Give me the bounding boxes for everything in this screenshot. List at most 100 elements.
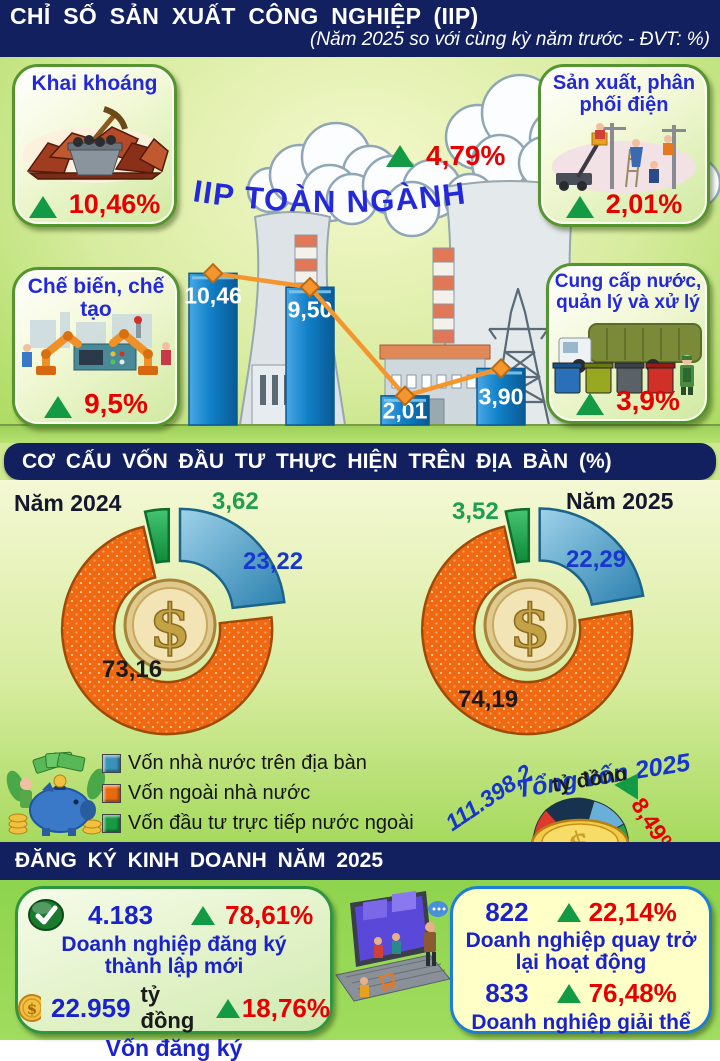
- business-section-title: ĐĂNG KÝ KINH DOANH NĂM 2025: [15, 849, 384, 872]
- new-business-card: 4.183 78,61% Doanh nghiệp đăng ký thành …: [15, 886, 333, 1060]
- trend-marker: [202, 262, 224, 284]
- growth-triangle-icon: [576, 393, 605, 415]
- top-header-bar: CHỈ SỐ SẢN XUẤT CÔNG NGHIỆP (IIP) (Năm 2…: [0, 0, 720, 57]
- sector-growth: 2,01%: [541, 191, 707, 218]
- sector-title: Khai khoáng: [31, 72, 158, 95]
- sector-growth-value: 9,5%: [84, 388, 148, 419]
- coin-icon: $: [18, 994, 41, 1023]
- trend-line: [212, 271, 502, 399]
- capital-section-header: CƠ CẤU VỐN ĐẦU TƯ THỰC HIỆN TRÊN ĐỊA BÀN…: [4, 443, 716, 480]
- donut-2025-nonstate-value: 74,19: [458, 686, 519, 713]
- dissolve-growth: 76,48%: [588, 978, 677, 1009]
- sector-card-electricity: Sản xuất, phân phối điện 2,01%: [538, 64, 710, 227]
- total-capital-pie: $: [530, 797, 630, 842]
- capital-section-title: CƠ CẤU VỐN ĐẦU TƯ THỰC HIỆN TRÊN ĐỊA BÀN…: [22, 449, 612, 473]
- donut-2024-fdi-value: 3,62: [212, 488, 259, 515]
- legend-item-fdi: Vốn đầu tư trực tiếp nước ngoài: [102, 812, 414, 835]
- growth-triangle-icon: [556, 984, 581, 1004]
- new-business-row: 4.183 78,61%: [18, 889, 330, 932]
- trend-marker: [490, 357, 512, 380]
- sector-growth-value: 3,9%: [616, 385, 680, 416]
- svg-text:$: $: [27, 1000, 37, 1018]
- return-label: Doanh nghiệp quay trở lại hoạt động: [465, 929, 697, 975]
- donut-2024-nonstate-value: 73,16: [102, 656, 163, 683]
- sector-growth: 9,5%: [15, 390, 177, 418]
- new-growth: 78,61%: [225, 899, 314, 930]
- legend-label: Vốn ngoài nhà nước: [128, 782, 311, 804]
- business-laptop-illustration: [335, 890, 451, 1002]
- svg-text:IIP TOÀN NGÀNH: IIP TOÀN NGÀNH: [191, 173, 469, 219]
- return-growth: 22,14%: [588, 897, 677, 927]
- sector-title: Chế biến, chế tạo: [27, 275, 165, 321]
- sector-card-manufacturing: Chế biến, chế tạo 9,5: [12, 267, 180, 427]
- donut-slice-1: [60, 525, 274, 736]
- bar-value-label: 9,50: [288, 296, 333, 322]
- capital-unit: tỷ đồng: [140, 982, 195, 1034]
- sector-growth-value: 10,46%: [68, 189, 161, 219]
- legend-swatch-blue: [102, 754, 121, 773]
- sector-title: Cung cấp nước, quản lý và xử lý …: [554, 271, 702, 334]
- waste-illustration: [552, 323, 702, 395]
- donut-slice-2: [143, 507, 170, 564]
- page-title: CHỈ SỐ SẢN XUẤT CÔNG NGHIỆP (IIP): [10, 3, 479, 29]
- year-2025-label: Năm 2025: [566, 488, 674, 514]
- dollar-coin: $: [483, 578, 577, 672]
- legend-item-nonstate: Vốn ngoài nhà nước: [102, 782, 414, 805]
- donut-2024-state-value: 23,22: [243, 548, 304, 575]
- capital-label: Vốn đăng ký: [105, 1035, 243, 1061]
- dollar-coin: $: [123, 578, 217, 672]
- return-count: 822: [485, 897, 529, 927]
- iip-section: 10,46 9,50 2,01 3,90 4,79% IIP TOÀN NGÀNH K…: [0, 57, 720, 443]
- legend-item-state: Vốn nhà nước trên địa bàn: [102, 752, 414, 775]
- registered-capital-row: $ 22.959 tỷ đồng 18,76%: [18, 978, 330, 1034]
- check-icon: [28, 899, 64, 931]
- page-subtitle: (Năm 2025 so với cùng kỳ năm trước - ĐVT…: [310, 29, 710, 50]
- sector-card-water: Cung cấp nước, quản lý và xử lý …: [546, 263, 710, 424]
- capital-value: 22.959: [51, 992, 131, 1023]
- donut-chart-2024: $: [60, 507, 286, 736]
- chimney: [432, 247, 455, 344]
- growth-triangle-icon: [565, 196, 594, 218]
- growth-triangle-icon: [556, 903, 581, 922]
- legend-swatch-green: [102, 814, 121, 833]
- growth-triangle-icon: [28, 196, 57, 218]
- donut-slice-0: [178, 507, 286, 610]
- business-status-card: 822 22,14% Doanh nghiệp quay trở lại hoạ…: [450, 886, 712, 1034]
- year-2024-label: Năm 2024: [14, 490, 122, 516]
- dissolved-row: 833 76,48%: [453, 974, 709, 1009]
- new-count: 4.183: [88, 899, 154, 930]
- bar: [188, 272, 238, 426]
- savings-illustration: [6, 751, 106, 836]
- mining-illustration: [22, 106, 169, 183]
- dissolve-count: 833: [485, 978, 529, 1009]
- donut-slice-2: [504, 507, 531, 564]
- sector-growth: 3,9%: [549, 387, 707, 415]
- growth-triangle-icon: [386, 145, 414, 167]
- donut-chart-2025: $: [420, 507, 645, 736]
- donut-2025-state-value: 22,29: [566, 546, 627, 573]
- growth-triangle-icon: [44, 396, 73, 418]
- bar-value-label: 10,46: [184, 282, 242, 308]
- donut-slice-0: [538, 507, 645, 606]
- returning-row: 822 22,14%: [453, 889, 709, 928]
- electricity-illustration: [552, 123, 696, 193]
- donut-2025-fdi-value: 3,52: [452, 498, 499, 525]
- sector-growth-value: 2,01%: [605, 189, 683, 219]
- ground: [0, 425, 720, 443]
- sector-title: Sản xuất, phân phối điện: [552, 72, 696, 116]
- overall-label: IIP TOÀN NGÀNH: [191, 173, 467, 219]
- manufacturing-illustration: [22, 312, 171, 375]
- svg-text:$: $: [149, 592, 191, 662]
- growth-triangle-icon: [191, 905, 216, 925]
- overall-growth-value: 4,79%: [426, 140, 506, 171]
- sector-growth: 10,46%: [15, 191, 174, 218]
- dissolve-label: Doanh nghiệp giải thể: [471, 1011, 691, 1035]
- business-section-header: ĐĂNG KÝ KINH DOANH NĂM 2025: [0, 842, 720, 880]
- overall-growth: 4,79%: [386, 140, 505, 172]
- capital-growth: 18,76%: [241, 992, 330, 1023]
- iip-overall-wordart: IIP TOÀN NGÀNH: [191, 173, 469, 219]
- bar-value-label: 3,90: [479, 384, 524, 410]
- factory-roof: [379, 344, 491, 360]
- donut-slice-1: [420, 525, 634, 736]
